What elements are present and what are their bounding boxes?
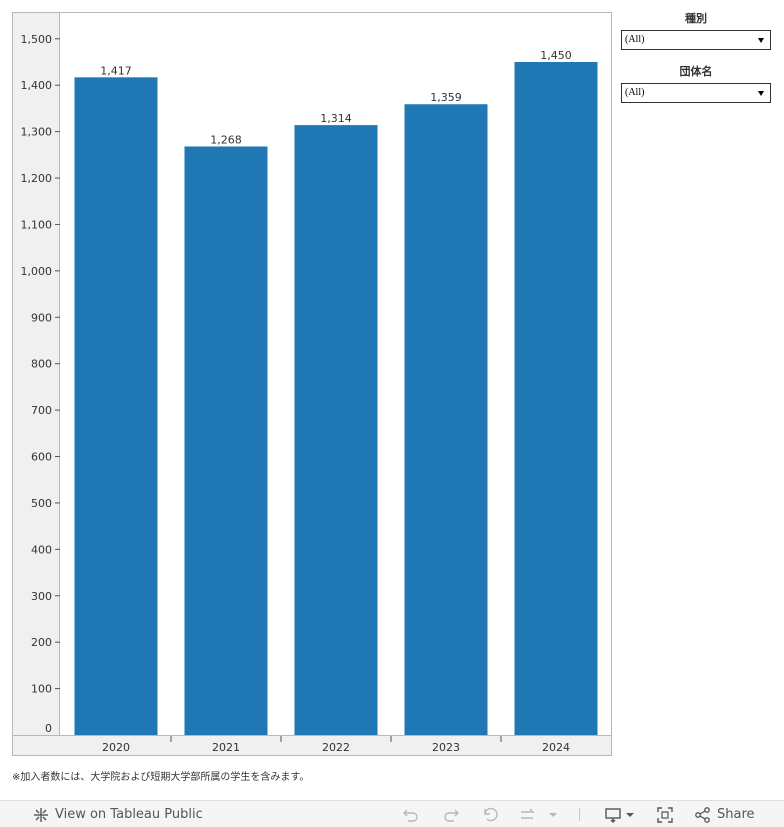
bar [294,125,378,736]
data-label: 1,359 [430,91,462,104]
data-label: 1,314 [320,112,352,125]
y-tick-label: 900 [31,311,52,324]
bar [184,146,268,735]
chart-frame: 0 100 200 300 400 500 600 700 800 900 1,000 1,100 1,… [12,12,612,756]
y-tick-label: 300 [31,590,52,603]
download-icon [605,807,621,823]
filter-category-select[interactable]: (All) [621,30,771,50]
tableau-toolbar: View on Tableau Public [0,800,784,827]
y-tick-label: 1,400 [21,79,53,92]
fullscreen-button[interactable] [656,801,674,827]
filter-category-title: 種別 [685,12,707,25]
y-tick-label: 1,200 [21,172,53,185]
view-on-tableau-link[interactable]: View on Tableau Public [32,801,203,827]
x-axis-pane [13,735,611,755]
x-tick-label: 2024 [542,741,570,754]
fullscreen-icon [657,806,673,823]
filter-category-value: (All) [625,34,645,45]
y-tick-label: 1,100 [21,218,53,231]
y-tick-label: 400 [31,543,52,556]
revert-icon [484,807,498,821]
x-tick-label: 2022 [322,741,350,754]
y-tick-label: 200 [31,636,52,649]
y-tick-label: 1,500 [21,33,53,46]
y-tick-label: 1,300 [21,126,53,139]
filter-category: 種別 (All) [621,12,771,50]
view-on-tableau-label: View on Tableau Public [55,807,203,822]
chevron-down-icon [626,812,634,817]
refresh-icon [521,808,535,819]
y-tick-label: 800 [31,358,52,371]
data-label: 1,450 [540,49,572,62]
data-label: 1,268 [210,133,242,146]
data-label: 1,417 [100,64,132,77]
x-tick-label: 2021 [212,741,240,754]
share-label: Share [717,807,755,822]
filter-organization-value: (All) [625,87,645,98]
revert-button[interactable] [482,801,500,827]
tableau-logo-icon [34,807,48,822]
y-axis-pane [13,13,60,735]
bar [514,62,598,736]
undo-icon [403,809,418,822]
undo-button[interactable] [402,801,420,827]
toolbar-divider [579,808,580,821]
redo-button[interactable] [442,801,460,827]
footnote: ※加入者数には、大学院および短期大学部所属の学生を含みます。 [12,772,310,783]
refresh-button[interactable] [518,801,538,827]
y-tick-label: 600 [31,451,52,464]
filter-organization: 団体名 (All) [621,65,771,103]
y-tick-label: 100 [31,683,52,696]
share-icon [695,806,710,823]
x-tick-label: 2020 [102,741,130,754]
filter-organization-title: 団体名 [679,65,713,78]
y-tick-label: 500 [31,497,52,510]
dropdown-arrow-icon [758,38,764,43]
bar [404,104,488,735]
filter-organization-select[interactable]: (All) [621,83,771,103]
bar [74,77,158,736]
share-button[interactable]: Share [694,801,755,827]
refresh-menu-button[interactable] [548,801,558,827]
chevron-down-icon [549,812,557,817]
y-tick-label: 1,000 [21,265,53,278]
redo-icon [444,809,459,822]
dropdown-arrow-icon [758,91,764,96]
bar-chart: 0 100 200 300 400 500 600 700 800 900 1,000 1,100 1,… [21,33,598,754]
x-tick-label: 2023 [432,741,460,754]
download-button[interactable] [604,801,635,827]
y-tick-label: 700 [31,404,52,417]
y-tick-label: 0 [45,722,52,735]
